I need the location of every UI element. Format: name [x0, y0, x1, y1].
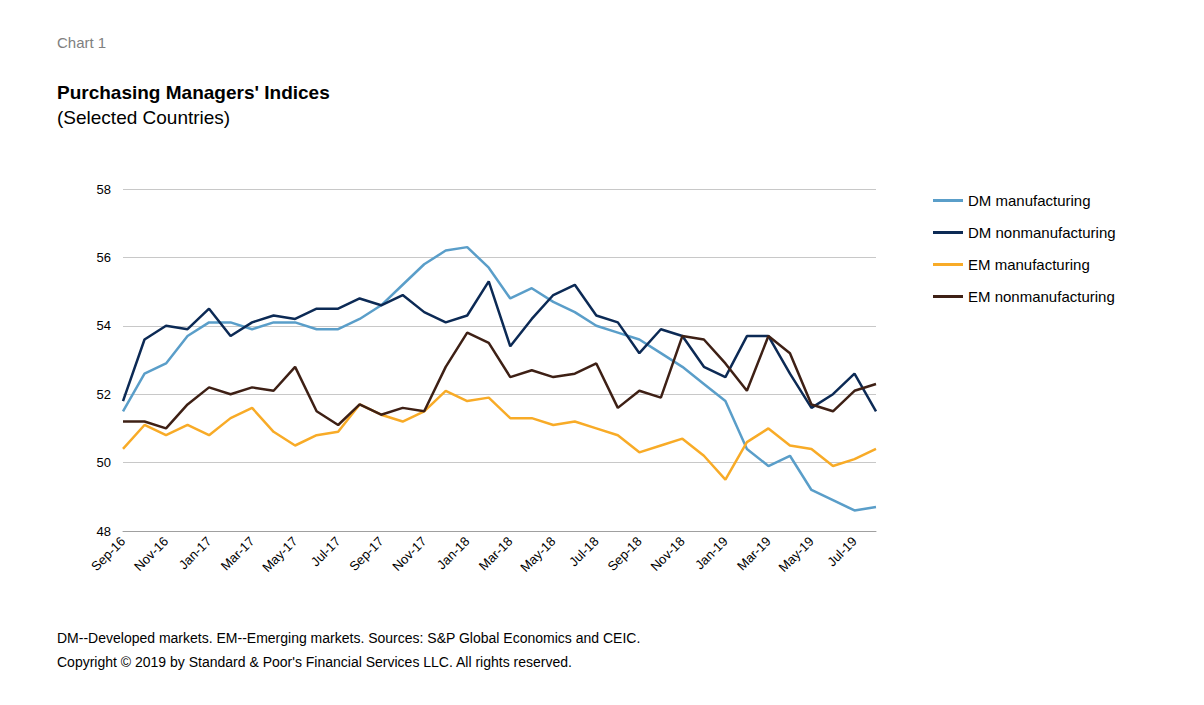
svg-text:Sep-18: Sep-18 — [604, 534, 644, 574]
svg-text:Sep-16: Sep-16 — [88, 534, 128, 574]
svg-text:Nov-16: Nov-16 — [131, 534, 171, 574]
svg-text:May-19: May-19 — [776, 534, 817, 575]
svg-text:52: 52 — [97, 387, 111, 402]
svg-text:DM--Developed markets. EM--Eme: DM--Developed markets. EM--Emerging mark… — [57, 630, 640, 646]
svg-text:48: 48 — [97, 524, 111, 539]
svg-text:EM nonmanufacturing: EM nonmanufacturing — [968, 288, 1115, 305]
svg-text:56: 56 — [97, 250, 111, 265]
svg-text:Mar-18: Mar-18 — [476, 534, 516, 574]
svg-text:Copyright © 2019 by Standard &: Copyright © 2019 by Standard & Poor's Fi… — [57, 654, 572, 670]
svg-text:50: 50 — [97, 455, 111, 470]
svg-text:Chart 1: Chart 1 — [57, 34, 106, 51]
svg-text:58: 58 — [97, 182, 111, 197]
svg-text:Jul-18: Jul-18 — [566, 534, 602, 570]
svg-text:Purchasing Managers' Indices: Purchasing Managers' Indices — [57, 82, 330, 103]
svg-text:Jul-19: Jul-19 — [824, 534, 860, 570]
svg-text:Mar-17: Mar-17 — [218, 534, 258, 574]
svg-text:Jan-18: Jan-18 — [434, 534, 473, 573]
svg-text:Sep-17: Sep-17 — [346, 534, 386, 574]
svg-text:54: 54 — [97, 318, 111, 333]
svg-text:Mar-19: Mar-19 — [734, 534, 774, 574]
svg-text:(Selected Countries): (Selected Countries) — [57, 107, 230, 128]
svg-text:Jul-17: Jul-17 — [308, 534, 344, 570]
svg-text:DM manufacturing: DM manufacturing — [968, 192, 1091, 209]
svg-text:Jan-19: Jan-19 — [692, 534, 731, 573]
svg-text:May-18: May-18 — [517, 534, 558, 575]
svg-text:Jan-17: Jan-17 — [176, 534, 215, 573]
svg-text:May-17: May-17 — [259, 534, 300, 575]
svg-text:DM nonmanufacturing: DM nonmanufacturing — [968, 224, 1116, 241]
svg-text:Nov-18: Nov-18 — [647, 534, 687, 574]
svg-text:EM manufacturing: EM manufacturing — [968, 256, 1090, 273]
svg-text:Nov-17: Nov-17 — [389, 534, 429, 574]
